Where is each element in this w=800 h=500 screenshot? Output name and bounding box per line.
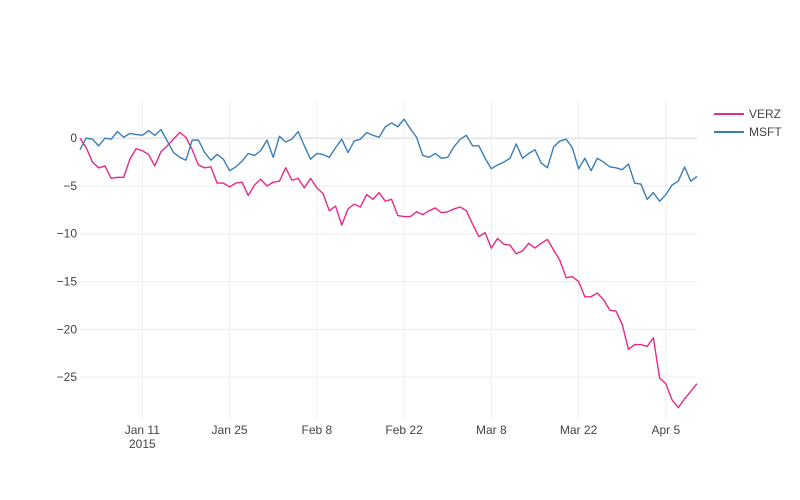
y-tick-label: −20 [57,322,78,336]
x-tick-label: Feb 22 [385,423,423,437]
x-gridlines [141,100,667,420]
legend[interactable]: VERZ MSFT [714,107,782,139]
y-tick-label: −5 [63,179,77,193]
y-gridlines [80,185,697,378]
x-tick-label: Apr 5 [651,423,680,437]
y-tick-label: −25 [57,370,78,384]
y-tick-label: −10 [57,227,78,241]
x-tick-label: Jan 25 [212,423,248,437]
y-tick-label: −15 [57,274,78,288]
y-tick-labels: 0 −5 −10 −15 −20 −25 [57,131,78,384]
legend-label: MSFT [749,125,782,139]
series-line-msft [79,118,698,202]
series-line-verz [79,131,698,409]
y-tick-label: 0 [70,131,77,145]
x-tick-label: Jan 11 [125,423,160,437]
legend-item-msft[interactable]: MSFT [714,125,782,139]
x-tick-sublabel: 2015 [129,437,156,451]
x-tick-label: Mar 22 [560,423,598,437]
series-lines [79,118,698,409]
legend-item-verz[interactable]: VERZ [714,107,781,121]
legend-label: VERZ [749,107,781,121]
x-tick-label: Feb 8 [301,423,332,437]
x-tick-label: Mar 8 [476,423,507,437]
